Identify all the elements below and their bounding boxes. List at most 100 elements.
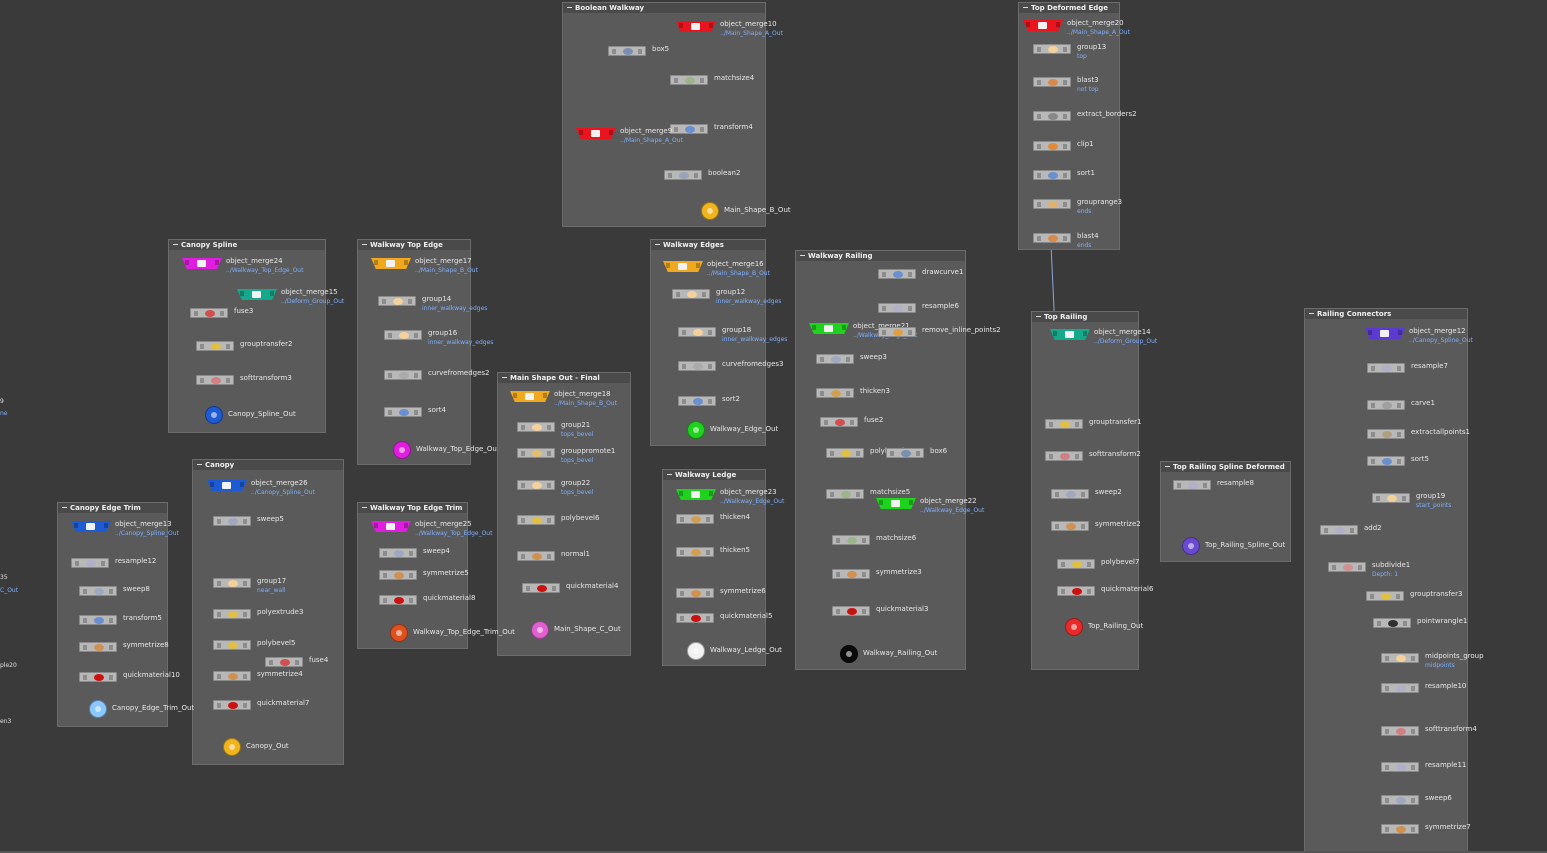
node-tile[interactable]: [79, 642, 117, 652]
node-tile[interactable]: [676, 613, 714, 623]
node-tile[interactable]: [213, 700, 251, 710]
node-tile[interactable]: [826, 448, 864, 458]
node-tile[interactable]: [826, 489, 864, 499]
node-tile[interactable]: [1381, 795, 1419, 805]
node-tile[interactable]: [190, 308, 228, 318]
node-tile[interactable]: [886, 448, 924, 458]
node-tile[interactable]: [1365, 328, 1405, 339]
node-tile[interactable]: [1367, 429, 1405, 439]
node-tile[interactable]: [1367, 456, 1405, 466]
node-tile[interactable]: [182, 258, 222, 269]
node-tile[interactable]: [687, 642, 705, 660]
node-tile[interactable]: [1065, 618, 1083, 636]
node-tile[interactable]: [379, 570, 417, 580]
node-tile[interactable]: [1182, 537, 1200, 555]
node-tile[interactable]: [670, 124, 708, 134]
node-tile[interactable]: [832, 606, 870, 616]
node-tile[interactable]: [1381, 824, 1419, 834]
node-tile[interactable]: [517, 480, 555, 490]
node-tile[interactable]: [840, 645, 858, 663]
node-tile[interactable]: [676, 588, 714, 598]
node-tile[interactable]: [213, 640, 251, 650]
node-tile[interactable]: [832, 535, 870, 545]
node-tile[interactable]: [1373, 618, 1411, 628]
node-tile[interactable]: [876, 498, 916, 509]
node-tile[interactable]: [878, 303, 916, 313]
node-tile[interactable]: [1367, 400, 1405, 410]
node-tile[interactable]: [1173, 480, 1211, 490]
node-tile[interactable]: [517, 448, 555, 458]
node-tile[interactable]: [664, 170, 702, 180]
network-box-title[interactable]: Top Railing Spline Deformed: [1161, 462, 1290, 472]
node-tile[interactable]: [676, 547, 714, 557]
node-tile[interactable]: [1381, 653, 1419, 663]
node-tile[interactable]: [1033, 141, 1071, 151]
network-box-title[interactable]: Canopy Spline: [169, 240, 325, 250]
node-tile[interactable]: [207, 480, 247, 491]
node-tile[interactable]: [213, 671, 251, 681]
node-tile[interactable]: [384, 370, 422, 380]
node-tile[interactable]: [1033, 44, 1071, 54]
node-tile[interactable]: [522, 583, 560, 593]
node-tile[interactable]: [676, 489, 716, 500]
node-tile[interactable]: [687, 421, 705, 439]
network-box-main-shape-out-final[interactable]: Main Shape Out - Final: [497, 372, 631, 656]
node-tile[interactable]: [816, 354, 854, 364]
network-box-walkway-edges[interactable]: Walkway Edges: [650, 239, 766, 446]
node-tile[interactable]: [701, 202, 719, 220]
node-tile[interactable]: [390, 624, 408, 642]
node-tile[interactable]: [672, 289, 710, 299]
node-tile[interactable]: [89, 700, 107, 718]
node-tile[interactable]: [393, 441, 411, 459]
node-tile[interactable]: [213, 578, 251, 588]
network-box-walkway-railing[interactable]: Walkway Railing: [795, 250, 966, 670]
node-tile[interactable]: [71, 558, 109, 568]
node-tile[interactable]: [384, 407, 422, 417]
node-tile[interactable]: [878, 327, 916, 337]
node-tile[interactable]: [205, 406, 223, 424]
node-tile[interactable]: [678, 396, 716, 406]
node-tile[interactable]: [816, 388, 854, 398]
node-tile[interactable]: [676, 514, 714, 524]
node-tile[interactable]: [379, 595, 417, 605]
node-tile[interactable]: [1381, 683, 1419, 693]
node-tile[interactable]: [820, 417, 858, 427]
network-box-top-deformed-edge[interactable]: Top Deformed Edge: [1018, 2, 1120, 250]
node-tile[interactable]: [196, 375, 234, 385]
node-tile[interactable]: [809, 323, 849, 334]
node-tile[interactable]: [678, 361, 716, 371]
node-tile[interactable]: [1033, 233, 1071, 243]
node-tile[interactable]: [517, 551, 555, 561]
network-box-title[interactable]: Walkway Ledge: [663, 470, 765, 480]
node-tile[interactable]: [213, 516, 251, 526]
node-tile[interactable]: [1033, 199, 1071, 209]
node-tile[interactable]: [378, 296, 416, 306]
node-tile[interactable]: [1023, 20, 1063, 31]
node-tile[interactable]: [676, 21, 716, 32]
node-tile[interactable]: [510, 391, 550, 402]
network-box-walkway-ledge[interactable]: Walkway Ledge: [662, 469, 766, 666]
network-box-title[interactable]: Walkway Top Edge: [358, 240, 470, 250]
node-tile[interactable]: [517, 515, 555, 525]
node-tile[interactable]: [1033, 111, 1071, 121]
node-tile[interactable]: [79, 672, 117, 682]
node-tile[interactable]: [384, 330, 422, 340]
node-tile[interactable]: [1051, 521, 1089, 531]
node-tile[interactable]: [1381, 726, 1419, 736]
node-tile[interactable]: [79, 615, 117, 625]
network-box-boolean-walkway[interactable]: Boolean Walkway: [562, 2, 766, 227]
node-tile[interactable]: [1045, 419, 1083, 429]
network-box-canopy-spline[interactable]: Canopy Spline: [168, 239, 326, 433]
node-tile[interactable]: [670, 75, 708, 85]
network-box-title[interactable]: Walkway Edges: [651, 240, 765, 250]
node-tile[interactable]: [1057, 586, 1095, 596]
network-box-title[interactable]: Walkway Top Edge Trim: [358, 503, 467, 513]
node-tile[interactable]: [1033, 77, 1071, 87]
node-tile[interactable]: [531, 621, 549, 639]
node-tile[interactable]: [371, 521, 411, 532]
node-tile[interactable]: [1320, 525, 1358, 535]
network-box-top-railing-spline-deformed[interactable]: Top Railing Spline Deformed: [1160, 461, 1291, 562]
node-tile[interactable]: [1328, 562, 1366, 572]
node-tile[interactable]: [576, 128, 616, 139]
network-box-title[interactable]: Top Deformed Edge: [1019, 3, 1119, 13]
